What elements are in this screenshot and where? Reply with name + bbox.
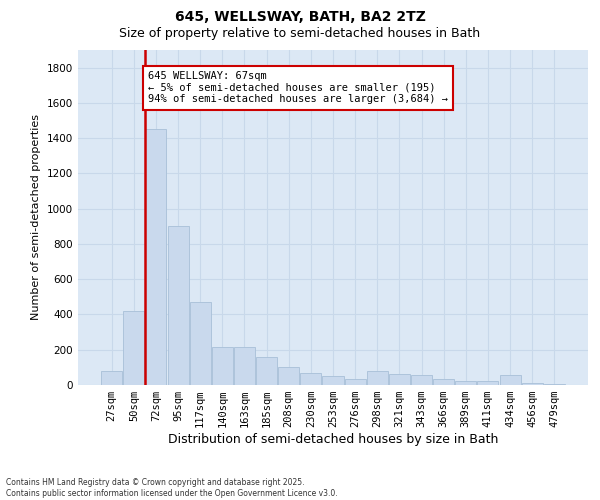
- Text: Size of property relative to semi-detached houses in Bath: Size of property relative to semi-detach…: [119, 28, 481, 40]
- Bar: [521, 383, 542, 385]
- Bar: [212, 347, 233, 385]
- Bar: [411, 376, 432, 385]
- Bar: [478, 382, 499, 385]
- Bar: [234, 347, 255, 385]
- Bar: [344, 379, 365, 385]
- Text: 645, WELLSWAY, BATH, BA2 2TZ: 645, WELLSWAY, BATH, BA2 2TZ: [175, 10, 425, 24]
- Bar: [367, 371, 388, 385]
- Bar: [167, 226, 188, 385]
- Bar: [433, 379, 454, 385]
- Bar: [124, 311, 145, 385]
- Bar: [101, 371, 122, 385]
- Bar: [190, 302, 211, 385]
- Text: Contains HM Land Registry data © Crown copyright and database right 2025.
Contai: Contains HM Land Registry data © Crown c…: [6, 478, 338, 498]
- Bar: [455, 382, 476, 385]
- Bar: [145, 130, 166, 385]
- Bar: [256, 357, 277, 385]
- Y-axis label: Number of semi-detached properties: Number of semi-detached properties: [31, 114, 41, 320]
- Bar: [544, 384, 565, 385]
- Text: 645 WELLSWAY: 67sqm
← 5% of semi-detached houses are smaller (195)
94% of semi-d: 645 WELLSWAY: 67sqm ← 5% of semi-detache…: [148, 71, 448, 104]
- Bar: [301, 372, 322, 385]
- X-axis label: Distribution of semi-detached houses by size in Bath: Distribution of semi-detached houses by …: [168, 433, 498, 446]
- Bar: [389, 374, 410, 385]
- Bar: [278, 368, 299, 385]
- Bar: [500, 376, 521, 385]
- Bar: [322, 376, 344, 385]
